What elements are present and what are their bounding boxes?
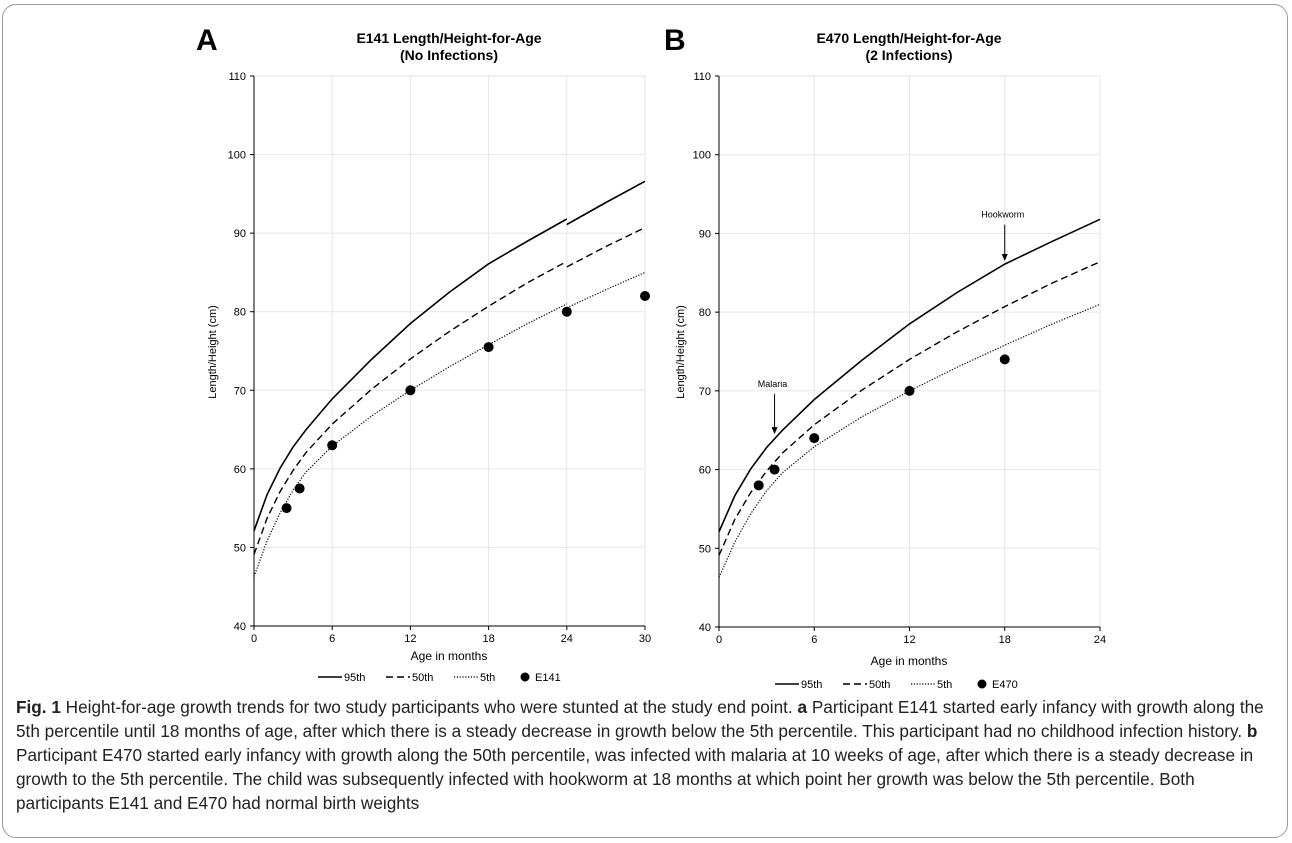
legend-label: E470: [992, 679, 1018, 690]
caption-panel-a-letter: a: [797, 697, 808, 717]
y-tick-label: 40: [234, 621, 246, 633]
legend-item: 50th: [843, 679, 890, 690]
caption-panel-a-text: Participant E141 started early infancy w…: [16, 697, 1264, 741]
x-tick-label: 12: [404, 633, 416, 645]
data-point: [405, 385, 416, 396]
caption-lead: Height-for-age growth trends for two stu…: [60, 697, 798, 717]
legend-item: E141: [520, 672, 561, 684]
series-line-95th: [718, 218, 1101, 533]
series-line-5th: [253, 271, 646, 577]
y-tick-label: 50: [699, 543, 711, 555]
panel-a: A E141 Length/Height-for-Age (No Infecti…: [196, 24, 651, 684]
y-tick-label: 40: [699, 622, 711, 634]
data-point: [753, 480, 764, 491]
caption-panel-b-text: Participant E470 started early infancy w…: [16, 745, 1254, 813]
legend-marker: [520, 672, 530, 682]
legend-label: 5th: [480, 672, 495, 684]
data-point: [294, 483, 305, 494]
annotation-label: Malaria: [758, 379, 788, 389]
panel-b-ylabel: Length/Height (cm): [675, 305, 687, 399]
legend-label: 5th: [937, 679, 952, 690]
data-point: [327, 440, 338, 451]
gridlines: [254, 75, 646, 626]
legend-item: 95th: [318, 672, 365, 684]
figure-svg: A E141 Length/Height-for-Age (No Infecti…: [196, 24, 1106, 690]
x-tick-label: 0: [251, 633, 257, 645]
y-tick-label: 50: [234, 542, 246, 554]
data-point: [769, 464, 780, 475]
series-E470-points: [753, 354, 1010, 491]
panel-a-letter: A: [196, 24, 218, 57]
figure-frame: [2, 4, 1288, 838]
panel-a-ylabel: Length/Height (cm): [207, 305, 219, 399]
y-tick-label: 110: [693, 71, 711, 83]
x-tick-label: 24: [1094, 634, 1106, 646]
legend-label: E141: [535, 672, 561, 684]
x-tick-label: 30: [639, 633, 651, 645]
panel-b-title: E470 Length/Height-for-Age: [816, 30, 1001, 46]
data-point: [281, 503, 292, 514]
x-tick-label: 12: [903, 634, 915, 646]
legend-item: 95th: [775, 679, 822, 690]
legend: 95th 50th 5th E470: [775, 679, 1018, 690]
figure-caption: Fig. 1 Height-for-age growth trends for …: [16, 695, 1278, 815]
legend-marker: [977, 679, 987, 689]
y-tick-label: 90: [234, 228, 246, 240]
y-tick-label: 100: [693, 150, 711, 162]
legend-item: 50th: [386, 672, 433, 684]
y-tick-label: 60: [234, 464, 246, 476]
legend-label: 95th: [801, 679, 822, 690]
panel-b-letter: B: [664, 24, 686, 57]
legend-label: 50th: [869, 679, 890, 690]
y-tick-label: 60: [699, 465, 711, 477]
panel-a-title: E141 Length/Height-for-Age: [356, 30, 541, 46]
caption-figure-label: Fig. 1: [16, 697, 61, 717]
panel-b: B E470 Length/Height-for-Age (2 Infectio…: [664, 24, 1106, 690]
data-point: [640, 291, 650, 301]
legend-label: 95th: [344, 672, 365, 684]
legend: 95th 50th 5th E141: [318, 672, 561, 684]
x-tick-label: 24: [561, 633, 573, 645]
annotation-label: Hookworm: [981, 210, 1024, 220]
caption-panel-b-letter: b: [1246, 721, 1258, 741]
panel-a-xlabel: Age in months: [411, 649, 488, 663]
legend-item: 5th: [454, 672, 495, 684]
x-tick-label: 0: [716, 634, 722, 646]
x-tick-label: 18: [482, 633, 494, 645]
y-tick-label: 80: [234, 307, 246, 319]
gridlines: [719, 75, 1101, 627]
data-point: [999, 354, 1010, 365]
data-point: [809, 433, 820, 444]
x-tick-label: 18: [999, 634, 1011, 646]
annotation-arrow-head: [1001, 253, 1008, 261]
legend-item: 5th: [911, 679, 952, 690]
y-tick-label: 110: [228, 71, 246, 83]
series-E141-points: [281, 291, 650, 514]
panel-a-subtitle: (No Infections): [400, 47, 498, 63]
y-tick-label: 100: [228, 150, 246, 162]
legend-item: E470: [977, 679, 1018, 690]
x-tick-label: 6: [329, 633, 335, 645]
caption-paragraph: Fig. 1 Height-for-age growth trends for …: [16, 695, 1278, 815]
panel-b-xlabel: Age in months: [871, 654, 948, 668]
y-tick-label: 70: [699, 386, 711, 398]
panel-b-subtitle: (2 Infections): [865, 47, 952, 63]
y-tick-label: 80: [699, 307, 711, 319]
data-point: [483, 342, 494, 353]
legend-label: 50th: [412, 672, 433, 684]
annotation-arrow-head: [771, 427, 778, 435]
series-line-50th: [718, 261, 1101, 556]
data-point: [904, 385, 915, 396]
series-line-50th: [253, 226, 646, 555]
y-tick-label: 90: [699, 228, 711, 240]
series-line-95th: [253, 180, 646, 532]
x-tick-label: 6: [811, 634, 817, 646]
data-point: [561, 306, 572, 317]
y-tick-label: 70: [234, 385, 246, 397]
